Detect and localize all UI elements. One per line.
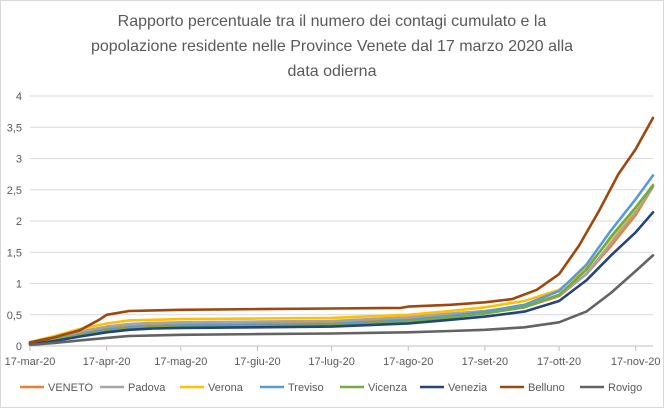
y-tick-label: 3,5 xyxy=(7,122,22,134)
y-tick-label: 1,5 xyxy=(7,247,22,259)
x-tick-label: 17-set-20 xyxy=(462,356,508,368)
x-axis: 17-mar-20 17-apr-20 17-mag-20 17-giu-20 17-l… xyxy=(5,345,661,368)
legend-label-belluno: Belluno xyxy=(528,382,565,394)
series-line-belluno xyxy=(28,116,655,344)
legend-label-verona: Verona xyxy=(208,382,244,394)
x-tick-label: 17-nov-20 xyxy=(611,356,661,368)
y-tick-label: 3 xyxy=(16,154,22,166)
x-tick-label: 17-lug-20 xyxy=(308,356,354,368)
legend-label-venezia: Venezia xyxy=(448,382,488,394)
x-tick-label: 17-apr-20 xyxy=(83,356,131,368)
x-tick-label: 17-giu-20 xyxy=(234,356,280,368)
x-tick-label: 17-ago-20 xyxy=(383,356,433,368)
y-tick-label: 2 xyxy=(16,216,22,228)
chart-title-line-1: Rapporto percentuale tra il numero dei c… xyxy=(118,13,547,30)
legend: VENETO Padova Verona Treviso Vicenza Venezia B… xyxy=(20,382,642,394)
y-axis: 0 0,5 1 1,5 2 2,5 3 3,5 4 xyxy=(7,91,22,353)
legend-label-veneto: VENETO xyxy=(48,382,93,394)
series-line-venezia xyxy=(28,211,655,346)
plot-area xyxy=(28,116,655,347)
y-tick-label: 1 xyxy=(16,279,22,291)
legend-label-rovigo: Rovigo xyxy=(608,382,642,394)
y-tick-label: 2,5 xyxy=(7,185,22,197)
x-tick-label: 17-mag-20 xyxy=(154,356,207,368)
series-line-rovigo xyxy=(28,254,655,347)
y-tick-label: 0,5 xyxy=(7,310,22,322)
x-tick-label: 17-mar-20 xyxy=(5,356,56,368)
chart-title: Rapporto percentuale tra il numero dei c… xyxy=(91,13,573,80)
legend-label-vicenza: Vicenza xyxy=(368,382,408,394)
y-tick-label: 0 xyxy=(16,341,22,353)
x-tick-label: 17-ott-20 xyxy=(537,356,581,368)
chart-title-line-2: popolazione residente nelle Province Ven… xyxy=(91,38,573,55)
y-tick-label: 4 xyxy=(16,91,22,103)
legend-label-padova: Padova xyxy=(128,382,166,394)
series-line-padova xyxy=(28,185,655,345)
chart-title-line-3: data odierna xyxy=(288,63,377,80)
legend-label-treviso: Treviso xyxy=(288,382,324,394)
